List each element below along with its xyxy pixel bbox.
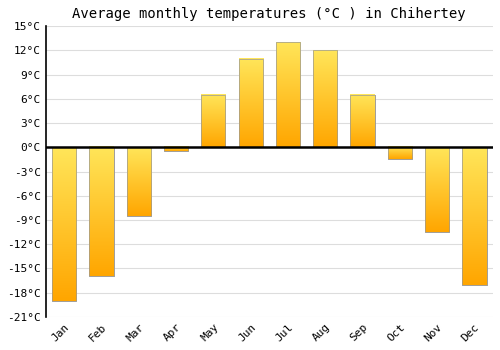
Bar: [350, 95, 374, 147]
Bar: [201, 95, 226, 147]
Bar: [164, 147, 188, 151]
Bar: [164, 147, 188, 151]
Bar: [90, 147, 114, 276]
Bar: [52, 147, 76, 301]
Bar: [238, 58, 263, 147]
Title: Average monthly temperatures (°C ) in Chihertey: Average monthly temperatures (°C ) in Ch…: [72, 7, 466, 21]
Bar: [313, 50, 338, 147]
Bar: [425, 147, 449, 232]
Bar: [313, 50, 338, 147]
Bar: [388, 147, 412, 160]
Bar: [388, 147, 412, 160]
Bar: [462, 147, 486, 285]
Bar: [52, 147, 76, 301]
Bar: [425, 147, 449, 232]
Bar: [201, 95, 226, 147]
Bar: [276, 42, 300, 147]
Bar: [90, 147, 114, 276]
Bar: [462, 147, 486, 285]
Bar: [350, 95, 374, 147]
Bar: [238, 58, 263, 147]
Bar: [276, 42, 300, 147]
Bar: [126, 147, 151, 216]
Bar: [126, 147, 151, 216]
